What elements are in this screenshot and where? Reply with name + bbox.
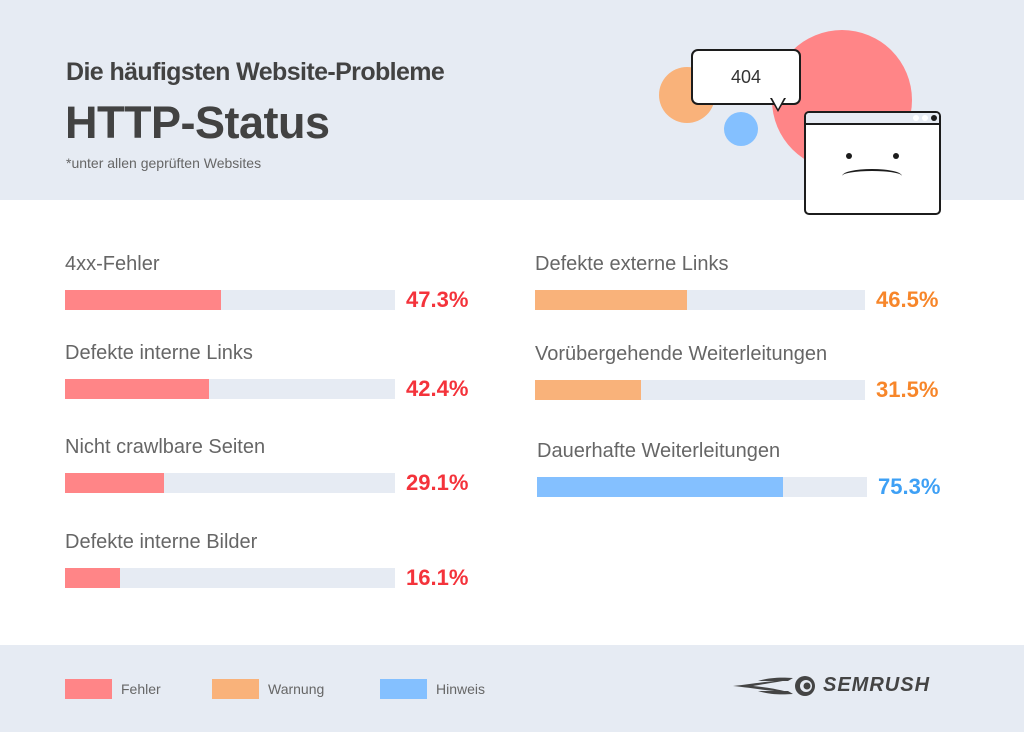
bar-track xyxy=(65,290,395,310)
bar-value: 46.5% xyxy=(876,287,939,312)
bar-fill xyxy=(65,568,121,588)
legend-swatch xyxy=(380,679,427,699)
bar-value: 42.4% xyxy=(406,376,469,401)
chart-title: HTTP-Status xyxy=(65,97,330,148)
bar-track xyxy=(65,379,395,399)
bar-label: 4xx-Fehler xyxy=(65,253,160,275)
legend-swatch xyxy=(212,679,259,699)
semrush-logo: SEMRUSH xyxy=(733,674,930,697)
legend-label: Fehler xyxy=(121,681,161,697)
bar-value: 31.5% xyxy=(876,377,939,402)
bar-track xyxy=(65,473,395,493)
bar-label: Defekte interne Links xyxy=(65,342,253,364)
header-band: Die häufigsten Website-Probleme HTTP-Sta… xyxy=(0,0,1024,200)
bar-label: Vorübergehende Weiterleitungen xyxy=(535,343,828,365)
legend-swatch xyxy=(65,679,112,699)
legend-item-hinweis: Hinweis xyxy=(380,679,485,699)
bar-track xyxy=(65,568,395,588)
bar-value: 29.1% xyxy=(406,470,469,495)
bar-fill xyxy=(535,380,641,400)
brand-name: SEMRUSH xyxy=(823,674,931,696)
legend-footer: Fehler Warnung Hinweis SEMRUSH xyxy=(0,645,1024,732)
bar-fill xyxy=(65,379,209,399)
bar-value: 75.3% xyxy=(878,474,941,499)
footnote: *unter allen geprüften Websites xyxy=(66,155,262,171)
bar-label: Dauerhafte Weiterleitungen xyxy=(537,440,781,462)
bar-value: 47.3% xyxy=(406,287,469,312)
bar-fill xyxy=(535,290,688,310)
bar-fill xyxy=(65,290,222,310)
bar-value: 16.1% xyxy=(406,565,469,590)
legend-item-warnung: Warnung xyxy=(212,679,324,699)
bar-label: Defekte interne Bilder xyxy=(65,531,258,553)
bar-track xyxy=(535,380,865,400)
legend-label: Hinweis xyxy=(436,681,486,697)
legend-label: Warnung xyxy=(268,681,325,697)
bar-track xyxy=(537,477,867,497)
bar-track xyxy=(535,290,865,310)
bar-fill xyxy=(65,473,164,493)
bar-label: Nicht crawlbare Seiten xyxy=(65,436,266,458)
fireball-icon xyxy=(733,675,815,696)
bar-fill xyxy=(537,477,783,497)
legend-item-fehler: Fehler xyxy=(65,679,161,699)
chart-subtitle: Die häufigsten Website-Probleme xyxy=(66,58,445,86)
bar-label: Defekte externe Links xyxy=(535,253,729,275)
